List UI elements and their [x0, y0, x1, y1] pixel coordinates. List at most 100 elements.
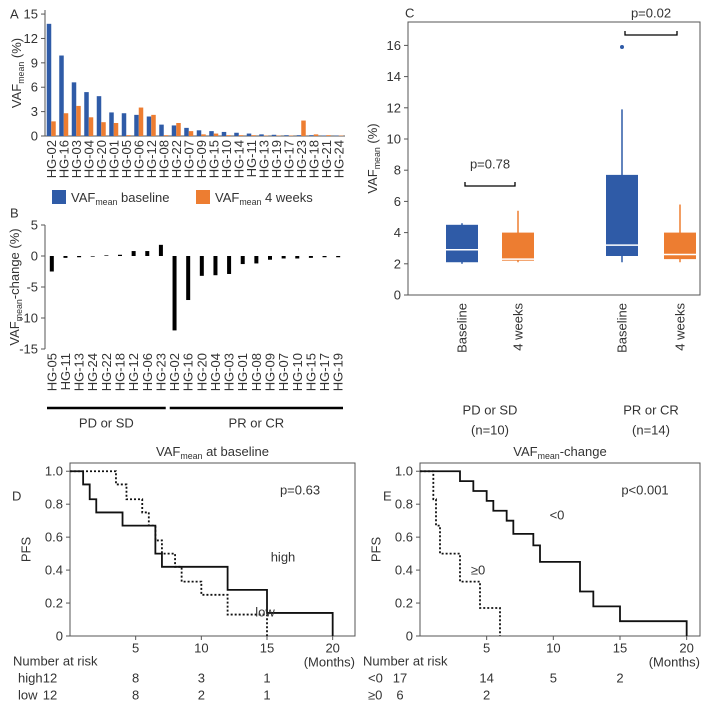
y-tick-label: 0	[394, 288, 401, 303]
subscript: mean	[372, 147, 382, 169]
group-label: PD or SD	[79, 416, 134, 431]
x-axis-label: (Months)	[304, 655, 355, 670]
y-axis-label: PFS	[369, 537, 384, 563]
x-tick-label: HG-15	[206, 140, 221, 178]
text-part: -change (%)	[7, 228, 22, 299]
curve-label: <0	[550, 508, 565, 523]
x-tick-label: 20	[679, 641, 693, 656]
y-tick-label: 12	[387, 100, 401, 115]
bar	[77, 256, 82, 258]
text-part: VAF	[365, 169, 380, 193]
y-tick-label: -10	[19, 311, 38, 326]
x-tick-label: HG-22	[169, 140, 184, 178]
chart-title: VAFmean at baseline	[156, 444, 269, 462]
text-part: at baseline	[202, 444, 269, 459]
x-tick-label: HG-08	[156, 140, 171, 178]
x-tick-label: HG-10	[290, 353, 305, 391]
y-tick-label: 0.6	[395, 530, 413, 545]
x-tick-label: HG-23	[153, 353, 168, 391]
panel-letter: A	[10, 7, 19, 22]
y-tick-label: 0	[56, 629, 63, 644]
x-tick-label: HG-03	[222, 353, 237, 391]
y-axis-label: VAFmean (%)	[365, 123, 383, 193]
bar	[259, 134, 264, 136]
panel-letter: C	[405, 6, 414, 21]
y-tick-label: 15	[24, 7, 38, 22]
text-part: baseline	[117, 190, 169, 205]
x-tick-label: HG-17	[281, 140, 296, 178]
chart-title: VAFmean-change	[513, 444, 606, 462]
x-tick-label: HG-19	[331, 353, 346, 391]
risk-row-label: ≥0	[368, 688, 382, 703]
bar	[184, 127, 189, 136]
bar	[96, 96, 102, 136]
group-label: PD or SD	[463, 403, 518, 418]
bar	[134, 114, 139, 136]
y-tick-label: 2	[394, 256, 401, 271]
x-tick-label: HG-02	[167, 353, 182, 391]
x-tick-label: HG-20	[94, 140, 109, 178]
bar	[309, 135, 314, 136]
bar	[113, 122, 119, 136]
x-tick-label: 5	[132, 641, 139, 656]
risk-value: 14	[479, 671, 493, 686]
risk-title: Number at risk	[363, 654, 448, 669]
bar	[199, 256, 204, 276]
x-tick-label: HG-04	[208, 353, 223, 391]
p-value: p=0.02	[631, 6, 671, 21]
group-label: PR or CR	[623, 403, 679, 418]
x-tick-label: HG-09	[194, 140, 209, 178]
x-tick-label: HG-22	[99, 353, 114, 391]
risk-value: 2	[616, 671, 623, 686]
risk-value: 6	[396, 688, 403, 703]
bar	[213, 133, 219, 136]
bar	[49, 256, 54, 272]
x-tick-label: HG-12	[144, 140, 159, 178]
risk-title: Number at risk	[13, 654, 98, 669]
x-tick-label: HG-19	[269, 140, 284, 178]
x-tick-label: HG-05	[119, 140, 134, 178]
bar	[118, 254, 122, 256]
y-tick-label: 0	[406, 629, 413, 644]
p-value: p=0.78	[470, 157, 510, 172]
x-tick-label: HG-17	[317, 353, 332, 391]
y-axis-label: VAFmean-change (%)	[7, 228, 25, 345]
y-tick-label: -5	[26, 280, 38, 295]
bar	[104, 255, 109, 256]
bar	[176, 122, 181, 136]
bar	[336, 256, 341, 258]
y-axis-label: PFS	[19, 537, 34, 563]
x-tick-label: HG-02	[44, 140, 59, 178]
bar	[146, 116, 152, 136]
subscript: mean	[14, 299, 24, 321]
bar	[268, 256, 272, 260]
risk-value: 3	[198, 671, 205, 686]
bar	[254, 256, 259, 264]
bar	[246, 133, 252, 136]
text-part: (%)	[9, 38, 24, 62]
plot-frame	[407, 21, 701, 296]
legend-swatch	[196, 190, 210, 204]
x-tick-label: HG-13	[256, 140, 271, 178]
y-tick-label: 14	[387, 69, 401, 84]
significance-bracket	[624, 31, 678, 36]
bar	[188, 131, 194, 136]
x-tick-label: HG-11	[244, 140, 259, 177]
bar	[84, 92, 89, 136]
curve-label: ≥0	[471, 563, 485, 578]
y-tick-label: 9	[31, 55, 38, 70]
y-tick-label: 10	[387, 132, 401, 147]
text-part: 4 weeks	[261, 190, 313, 205]
bar	[131, 251, 136, 256]
risk-value: 8	[132, 688, 139, 703]
bar	[172, 256, 177, 331]
y-tick-label: -15	[19, 342, 38, 357]
y-tick-label: 12	[24, 31, 38, 46]
group-label: PR or CR	[229, 416, 285, 431]
bar	[308, 256, 313, 258]
y-tick-label: 0.2	[45, 596, 63, 611]
group-n: (n=10)	[471, 423, 509, 438]
bar	[281, 256, 286, 259]
x-tick-label: HG-21	[319, 140, 334, 178]
